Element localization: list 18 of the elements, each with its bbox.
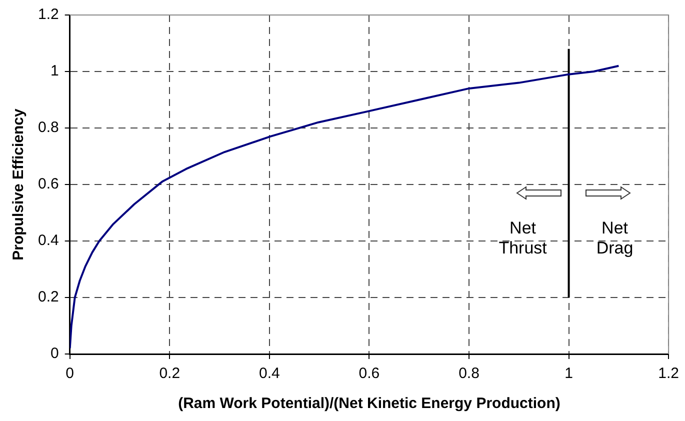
y-tick-label: 0.8 xyxy=(38,119,59,136)
x-tick-label: 0.8 xyxy=(458,365,480,382)
x-tick-label: 0.4 xyxy=(258,365,280,382)
y-tick-label: 1.2 xyxy=(38,6,59,24)
x-axis-title: (Ram Work Potential)/(Net Kinetic Energy Production) xyxy=(178,395,560,412)
x-tick-label: 1.2 xyxy=(658,365,680,382)
x-tick-label: 1 xyxy=(564,365,573,382)
y-tick-label: 0.2 xyxy=(38,288,59,306)
y-tick-label: 1 xyxy=(50,62,59,80)
y-tick-label: 0.4 xyxy=(38,232,59,250)
annotation: Net Thrust xyxy=(498,218,548,258)
y-axis-title: Propulsive Efficiency xyxy=(10,108,28,260)
y-tick-label: 0 xyxy=(50,345,59,362)
x-tick-label: 0 xyxy=(66,365,74,382)
y-tick-label: 0.6 xyxy=(38,176,59,193)
annotation: Net Drag xyxy=(596,218,634,258)
x-tick-label: 0.2 xyxy=(159,365,180,382)
x-tick-label: 0.6 xyxy=(358,365,380,382)
